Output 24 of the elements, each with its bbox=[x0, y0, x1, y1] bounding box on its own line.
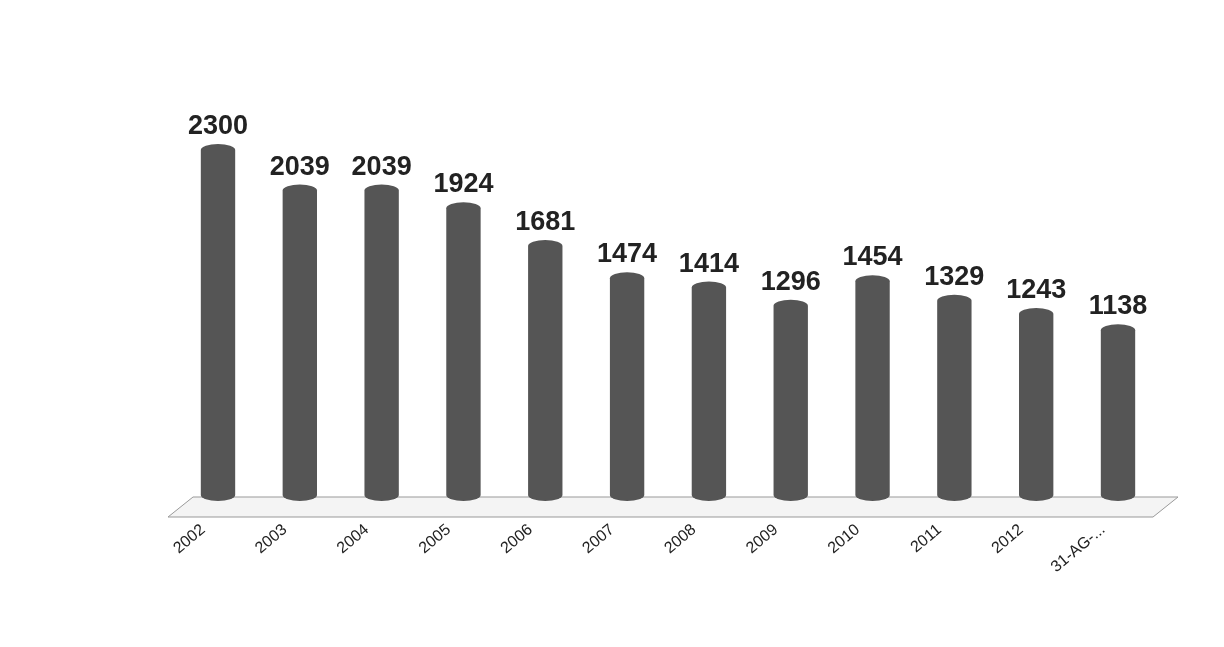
bar bbox=[773, 299, 808, 501]
data-label: 1243 bbox=[1006, 274, 1067, 305]
bar bbox=[1019, 308, 1054, 501]
data-label: 1138 bbox=[1088, 290, 1148, 321]
bar bbox=[691, 281, 727, 501]
data-label: 1924 bbox=[433, 168, 494, 199]
bar bbox=[609, 272, 645, 501]
data-label: 1474 bbox=[597, 238, 658, 269]
data-label: 2039 bbox=[269, 150, 330, 181]
data-label: 2300 bbox=[187, 110, 249, 140]
bar bbox=[528, 240, 563, 501]
bar bbox=[364, 184, 399, 501]
data-label: 1296 bbox=[760, 265, 821, 296]
bar bbox=[937, 294, 972, 501]
data-label: 1454 bbox=[842, 241, 903, 272]
bar bbox=[855, 275, 890, 501]
bar bbox=[446, 202, 481, 501]
data-label: 1414 bbox=[678, 247, 739, 278]
data-label: 1681 bbox=[515, 206, 576, 237]
data-label: 1329 bbox=[924, 260, 985, 291]
data-label: 2039 bbox=[351, 150, 412, 181]
bar bbox=[282, 184, 317, 501]
bar bbox=[200, 144, 236, 501]
bar bbox=[1100, 324, 1136, 501]
